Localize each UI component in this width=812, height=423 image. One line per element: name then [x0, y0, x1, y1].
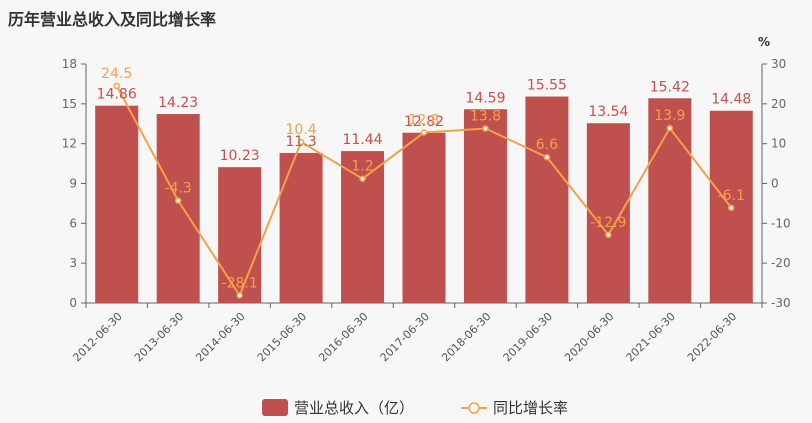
revenue-data-label: 14.23	[158, 95, 198, 111]
growth-point	[113, 82, 120, 90]
x-tick-label: 2012-06-30	[70, 310, 124, 364]
revenue-bar	[279, 152, 323, 303]
growth-point	[174, 197, 182, 204]
left-tick-label: 0	[69, 296, 77, 310]
revenue-bar	[218, 167, 262, 303]
x-tick-label: 2014-06-30	[193, 310, 247, 364]
growth-point	[420, 129, 428, 136]
growth-data-label: -6.1	[718, 188, 745, 204]
x-tick-label: 2013-06-30	[132, 310, 186, 364]
x-tick-label: 2017-06-30	[378, 310, 432, 364]
growth-point	[482, 125, 489, 132]
legend-growth-label: 同比增长率	[493, 399, 568, 417]
revenue-bar	[402, 132, 446, 303]
growth-data-label: 13.9	[654, 108, 685, 124]
x-tick-label: 2019-06-30	[501, 310, 555, 364]
revenue-data-label: 14.48	[711, 92, 751, 108]
revenue-data-label: 13.54	[588, 104, 628, 120]
growth-data-label: 6.6	[536, 137, 558, 153]
revenue-data-label: 11.3	[286, 134, 317, 150]
x-tick-label: 2021-06-30	[624, 310, 678, 364]
right-tick-label: 20	[771, 97, 786, 111]
revenue-data-label: 15.42	[650, 79, 690, 95]
growth-point	[359, 175, 366, 182]
legend-revenue-swatch	[262, 399, 288, 416]
x-tick-label: 2022-06-30	[685, 310, 739, 364]
revenue-bar	[156, 114, 200, 303]
left-tick-label: 12	[62, 137, 77, 151]
revenue-bar	[586, 123, 630, 303]
left-tick-label: 9	[69, 177, 77, 191]
growth-point	[297, 138, 305, 146]
legend-revenue-label: 营业总收入（亿）	[294, 399, 414, 417]
growth-point	[666, 124, 674, 132]
revenue-data-label: 10.23	[220, 148, 260, 164]
revenue-bar	[95, 105, 139, 303]
revenue-data-label: 11.44	[342, 132, 382, 148]
growth-data-label: 10.4	[286, 122, 317, 138]
right-tick-label: -30	[771, 296, 791, 310]
right-tick-label: 0	[771, 177, 779, 191]
growth-data-label: -28.1	[222, 275, 258, 291]
revenue-bar	[648, 98, 692, 303]
growth-point	[543, 153, 551, 161]
growth-data-label: 24.5	[101, 66, 132, 82]
legend-growth-marker	[468, 402, 480, 414]
left-tick-label: 3	[69, 256, 77, 270]
chart-title: 历年营业总收入及同比增长率	[8, 10, 217, 29]
left-tick-label: 6	[69, 216, 77, 230]
growth-data-label: -12.9	[590, 215, 626, 231]
right-tick-label: 30	[771, 57, 786, 71]
growth-data-label: 13.8	[470, 109, 501, 125]
x-tick-label: 2015-06-30	[255, 310, 309, 364]
growth-point	[728, 204, 735, 212]
right-axis-unit: %	[758, 35, 770, 49]
revenue-data-label: 12.82	[404, 114, 444, 130]
x-tick-label: 2020-06-30	[562, 310, 616, 364]
revenue-data-label: 14.59	[465, 90, 505, 106]
growth-point	[236, 292, 243, 299]
right-tick-label: -20	[771, 256, 791, 270]
growth-point	[605, 231, 612, 239]
right-tick-label: 10	[771, 137, 786, 151]
revenue-bar	[463, 109, 507, 303]
revenue-data-label: 15.55	[527, 78, 567, 94]
x-tick-label: 2016-06-30	[316, 310, 370, 364]
revenue-data-label: 14.86	[97, 87, 137, 103]
x-tick-label: 2018-06-30	[439, 310, 493, 364]
growth-data-label: 1.2	[351, 159, 373, 175]
left-tick-label: 18	[62, 57, 77, 71]
left-tick-label: 15	[62, 97, 77, 111]
growth-data-label: -4.3	[165, 181, 192, 197]
growth-data-label: 12.8	[408, 113, 439, 129]
right-tick-label: -10	[771, 216, 791, 230]
revenue-bar	[525, 96, 569, 304]
